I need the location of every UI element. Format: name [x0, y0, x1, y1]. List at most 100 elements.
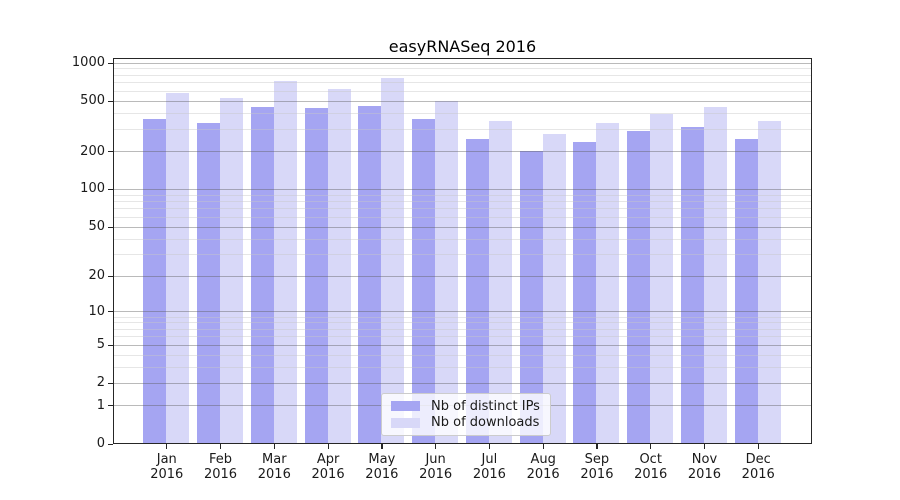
- y-tick: [108, 382, 113, 385]
- y-tick: [108, 405, 113, 407]
- bar-downloads: [542, 134, 566, 444]
- gridline-major: [114, 382, 811, 384]
- gridline-major: [114, 275, 811, 277]
- bar-distinct-ips: [734, 138, 758, 444]
- bar-distinct-ips: [627, 130, 651, 444]
- bar-distinct-ips: [143, 119, 167, 444]
- x-tick: [166, 444, 168, 449]
- y-tick: [108, 62, 113, 64]
- legend-swatch-distinct-ips: [391, 401, 420, 412]
- x-tick-label: Aug 2016: [513, 452, 573, 482]
- x-tick-year: 2016: [741, 466, 775, 482]
- y-tick: [108, 226, 113, 228]
- legend-swatch-downloads: [391, 417, 420, 428]
- x-tick-year: 2016: [365, 466, 399, 482]
- bar-downloads: [488, 120, 512, 444]
- legend-label-distinct-ips: Nb of distinct IPs: [431, 398, 540, 414]
- gridline-minor: [114, 82, 811, 84]
- bar-distinct-ips: [519, 150, 543, 444]
- gridline-minor: [114, 208, 811, 210]
- x-tick-label: Oct 2016: [621, 452, 681, 482]
- y-tick-label: 50: [88, 219, 105, 235]
- gridline-minor: [114, 336, 811, 338]
- x-tick-year: 2016: [311, 466, 345, 482]
- y-tick: [108, 275, 113, 277]
- y-tick: [108, 344, 113, 346]
- y-tick-label: 0: [96, 436, 105, 451]
- x-tick: [273, 444, 275, 449]
- gridline-major: [114, 188, 811, 190]
- y-tick-label: 200: [80, 143, 105, 159]
- x-tick: [542, 444, 544, 449]
- y-tick-label: 20: [88, 268, 105, 284]
- x-tick-label: Jun 2016: [406, 452, 466, 482]
- y-tick-label: 5: [96, 337, 105, 353]
- gridline-major: [114, 344, 811, 346]
- x-tick-year: 2016: [203, 466, 238, 482]
- gridline-major: [114, 151, 811, 153]
- gridline-major: [114, 62, 811, 64]
- gridline-minor: [114, 90, 811, 92]
- x-tick-year: 2016: [419, 466, 453, 482]
- x-tick-label: Nov 2016: [674, 452, 734, 482]
- x-tick: [757, 444, 759, 449]
- x-tick-year: 2016: [580, 466, 614, 482]
- bar-distinct-ips: [680, 127, 704, 444]
- x-tick-label: Jan 2016: [137, 452, 197, 482]
- y-tick: [108, 443, 113, 445]
- x-tick-year: 2016: [472, 466, 506, 482]
- gridline-minor: [114, 322, 811, 324]
- x-tick: [435, 444, 437, 449]
- x-tick-label: Apr 2016: [298, 452, 358, 482]
- gridline-minor: [114, 316, 811, 318]
- gridline-minor: [114, 328, 811, 330]
- x-tick-label: Jul 2016: [459, 452, 519, 482]
- y-tick-label: 10: [88, 303, 105, 319]
- gridline-minor: [114, 354, 811, 356]
- y-tick: [108, 188, 113, 191]
- bar-downloads: [435, 100, 459, 444]
- bar-distinct-ips: [250, 106, 274, 444]
- gridline-minor: [114, 254, 811, 256]
- bar-downloads: [273, 80, 297, 444]
- x-tick: [703, 444, 706, 449]
- gridline-major: [114, 100, 811, 102]
- gridline-minor: [114, 194, 811, 196]
- y-tick: [108, 100, 113, 102]
- x-tick: [327, 444, 329, 449]
- bar-downloads: [220, 97, 244, 444]
- bar-downloads: [703, 107, 727, 444]
- y-tick-label: 500: [80, 93, 105, 109]
- bars-layer: [114, 59, 811, 444]
- gridline-minor: [114, 112, 811, 114]
- x-tick-year: 2016: [526, 466, 560, 482]
- x-tick: [220, 444, 222, 449]
- gridline-minor: [114, 216, 811, 218]
- plot-area: Nb of distinct IPs Nb of downloads: [113, 58, 812, 444]
- x-tick: [488, 444, 491, 449]
- x-tick-year: 2016: [150, 466, 184, 482]
- y-tick-label: 100: [80, 181, 105, 197]
- bar-distinct-ips: [197, 123, 221, 444]
- bar-downloads: [327, 88, 351, 444]
- x-tick-year: 2016: [687, 466, 721, 482]
- x-tick-year: 2016: [257, 466, 291, 482]
- x-tick-label: Dec 2016: [728, 452, 788, 482]
- legend-entry-downloads: Nb of downloads: [391, 415, 541, 430]
- chart-title: easyRNASeq 2016: [388, 37, 537, 56]
- y-tick: [108, 151, 113, 153]
- x-tick: [596, 444, 598, 449]
- x-tick-label: Mar 2016: [244, 452, 304, 482]
- y-tick-label: 1000: [71, 55, 105, 70]
- gridline-major: [114, 311, 811, 313]
- gridline-minor: [114, 68, 811, 70]
- y-tick: [108, 311, 113, 313]
- legend: Nb of distinct IPs Nb of downloads: [381, 393, 551, 436]
- bar-downloads: [757, 121, 781, 444]
- legend-label-downloads: Nb of downloads: [431, 415, 540, 431]
- bar-downloads: [166, 92, 190, 444]
- gridline-minor: [114, 201, 811, 203]
- bar-downloads: [650, 114, 674, 444]
- x-tick: [650, 444, 652, 449]
- gridline-major: [114, 226, 811, 228]
